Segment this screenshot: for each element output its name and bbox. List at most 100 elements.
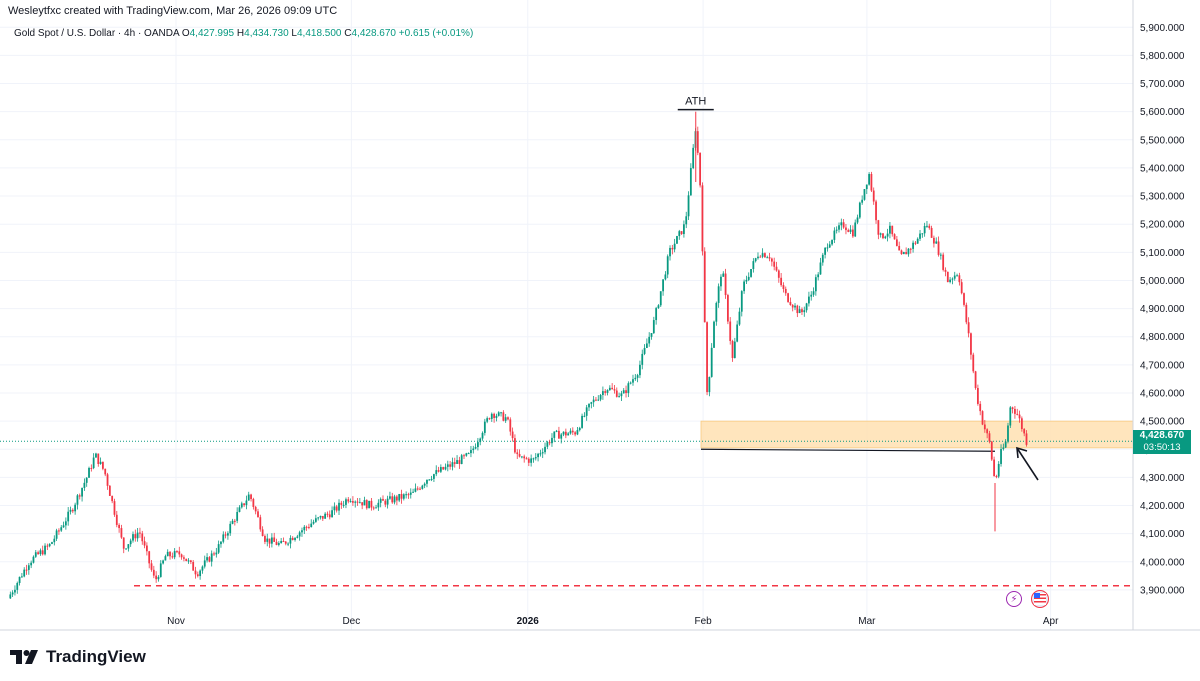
candle-body	[412, 491, 414, 493]
candle-body	[333, 506, 336, 511]
candle-body	[601, 391, 604, 395]
candle-body	[261, 529, 264, 536]
lightning-icon[interactable]: ⚡	[1006, 591, 1022, 607]
candle-body	[148, 551, 151, 564]
time-tick-label: Nov	[167, 616, 185, 627]
candle-body	[930, 227, 933, 238]
candle-body	[782, 285, 785, 289]
candle-body	[858, 202, 861, 218]
candle-body	[83, 482, 86, 488]
candle-body	[588, 403, 590, 408]
candle-body	[532, 458, 535, 460]
candle-body	[641, 353, 644, 365]
price-tick-label: 4,100.000	[1140, 529, 1185, 540]
candle-body	[724, 273, 727, 296]
candle-body	[643, 347, 646, 354]
author-line: Wesleytfxc created with TradingView.com,…	[8, 5, 338, 17]
candle-body	[680, 231, 683, 235]
candle-body	[569, 430, 572, 434]
candle-body	[495, 415, 498, 418]
symbol-title[interactable]: Gold Spot / U.S. Dollar · 4h · OANDA	[14, 28, 180, 39]
candle-body	[956, 275, 958, 277]
candle-body	[58, 530, 60, 532]
candle-body	[426, 479, 428, 484]
candle-body	[398, 493, 401, 501]
candle-body	[326, 513, 329, 515]
candle-body	[979, 403, 982, 412]
candle-body	[933, 237, 935, 244]
close-label: C	[344, 28, 352, 39]
candle-body	[863, 189, 866, 200]
price-tick-label: 4,800.000	[1140, 332, 1185, 343]
candle-body	[972, 354, 975, 372]
candle-body	[23, 569, 26, 577]
candle-body	[618, 396, 620, 398]
candle-body	[963, 293, 965, 305]
candle-body	[898, 245, 901, 251]
price-tick-label: 5,300.000	[1140, 192, 1185, 203]
candle-body	[791, 305, 794, 308]
candle-body	[490, 413, 493, 419]
candle-body	[500, 412, 502, 414]
candle-body	[824, 247, 827, 255]
candle-body	[814, 277, 817, 292]
price-tick-label: 5,800.000	[1140, 51, 1185, 62]
candle-body	[810, 294, 813, 297]
candle-body	[752, 261, 755, 269]
candle-body	[472, 448, 475, 451]
candle-body	[574, 432, 577, 435]
candle-body	[777, 270, 780, 278]
candle-body	[1023, 429, 1026, 434]
candle-body	[106, 474, 109, 486]
open-label: O	[181, 28, 190, 39]
candle-body	[650, 333, 653, 337]
candle-body	[530, 458, 533, 463]
candle-body	[467, 453, 470, 455]
candle-body	[71, 509, 74, 512]
tradingview-logo[interactable]: TradingView	[10, 647, 146, 667]
candle-body	[287, 543, 289, 545]
candle-body	[895, 239, 898, 246]
candle-body	[64, 521, 67, 526]
candle-body	[303, 526, 306, 531]
candle-body	[926, 225, 928, 227]
candle-body	[115, 514, 118, 525]
candle-body	[787, 293, 789, 302]
candle-body	[111, 495, 114, 502]
candle-body	[868, 173, 870, 185]
candle-body	[828, 244, 831, 248]
candle-body	[60, 527, 63, 531]
candle-body	[683, 224, 685, 235]
candle-body	[349, 501, 352, 503]
candle-body	[502, 412, 505, 421]
candle-body	[539, 453, 542, 455]
candle-body	[726, 295, 729, 322]
us-flag-icon[interactable]	[1031, 590, 1049, 608]
candle-body	[708, 376, 711, 393]
candle-body	[581, 415, 583, 428]
candle-body	[789, 301, 792, 306]
candle-body	[597, 399, 600, 401]
candle-body	[324, 513, 327, 519]
candle-body	[652, 320, 655, 334]
candle-body	[750, 268, 752, 277]
candle-body	[14, 589, 16, 593]
candle-body	[937, 241, 940, 255]
candle-body	[555, 430, 558, 432]
candle-body	[942, 254, 945, 270]
candle-body	[527, 458, 530, 463]
candle-body	[208, 557, 211, 562]
price-tick-label: 3,900.000	[1140, 585, 1185, 596]
candle-body	[919, 233, 921, 239]
price-tick-label: 5,900.000	[1140, 23, 1185, 34]
candle-body	[761, 253, 764, 257]
candle-body	[370, 500, 373, 508]
candle-body	[164, 556, 167, 561]
candle-body	[678, 231, 681, 237]
candle-body	[525, 458, 528, 460]
candle-body	[104, 468, 107, 475]
chart-levels	[0, 440, 1133, 587]
candle-body	[713, 321, 715, 348]
candle-body	[254, 506, 257, 512]
